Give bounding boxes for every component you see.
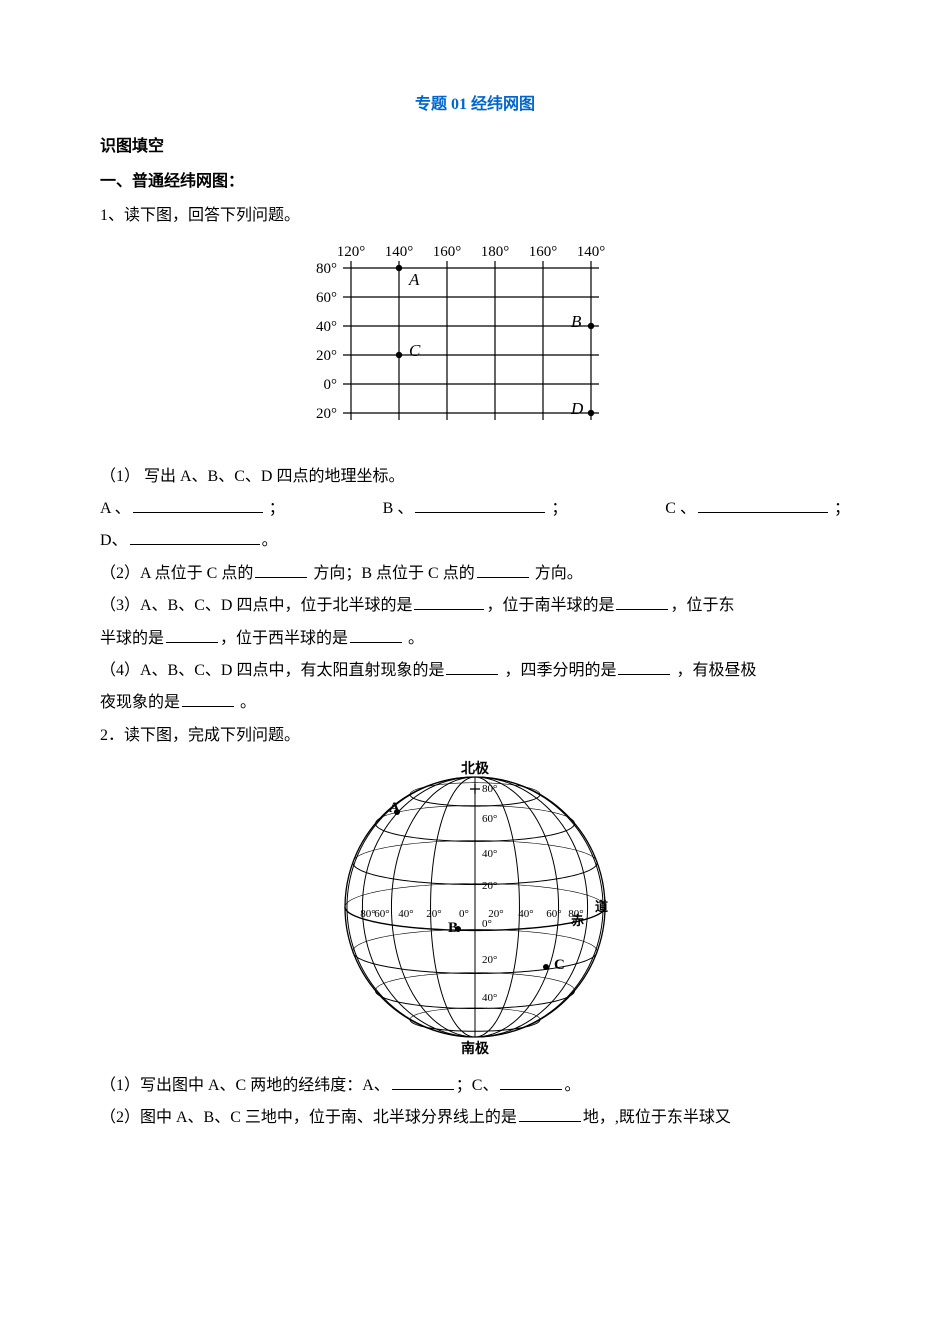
q1-4-a: （4）A、B、C、D 四点中，有太阳直射现象的是 bbox=[100, 662, 444, 679]
svg-text:140°: 140° bbox=[577, 244, 606, 260]
q1-2-b: 方向；B 点位于 C 点的 bbox=[309, 565, 474, 582]
period-1: 。 bbox=[262, 532, 278, 549]
label-A: A 、 bbox=[100, 500, 131, 517]
q1-2-c: 方向。 bbox=[531, 565, 583, 582]
q2-2-b: 地，,既位于东半球又 bbox=[583, 1109, 731, 1126]
blank-A[interactable] bbox=[133, 494, 263, 513]
svg-text:0°: 0° bbox=[459, 908, 469, 920]
q2-1-c: 。 bbox=[564, 1077, 580, 1094]
q2-1-b: ；C、 bbox=[456, 1077, 499, 1094]
svg-text:40°: 40° bbox=[482, 848, 497, 860]
blank-q1-4-2[interactable] bbox=[618, 656, 670, 675]
q1-3-c: ，位于东 bbox=[670, 597, 734, 614]
svg-text:160°: 160° bbox=[529, 244, 558, 260]
sep-2: ； bbox=[547, 500, 567, 517]
svg-text:80°: 80° bbox=[482, 783, 497, 795]
page: 专题 01 经纬网图 识图填空 一、普通经纬网图： 1、读下图，回答下列问题。 … bbox=[0, 0, 950, 1344]
svg-text:20°: 20° bbox=[316, 348, 337, 364]
q1-3-a: （3）A、B、C、D 四点中，位于北半球的是 bbox=[100, 597, 412, 614]
q1-1: （1） 写出 A、B、C、D 四点的地理坐标。 bbox=[100, 462, 850, 492]
q1-2: （2）A 点位于 C 点的 方向；B 点位于 C 点的 方向。 bbox=[100, 559, 850, 589]
svg-text:赤: 赤 bbox=[571, 913, 584, 928]
q1-3-e: ，位于西半球的是 bbox=[220, 630, 348, 647]
svg-text:A: A bbox=[408, 270, 420, 289]
q1-4-line2: 夜现象的是 。 bbox=[100, 688, 850, 718]
blank-D[interactable] bbox=[130, 527, 260, 546]
blank-q2-1-2[interactable] bbox=[500, 1071, 562, 1090]
svg-text:A: A bbox=[389, 800, 400, 816]
q1-intro: 1、读下图，回答下列问题。 bbox=[100, 201, 850, 231]
label-B: B 、 bbox=[383, 500, 414, 517]
blank-q1-3-3[interactable] bbox=[166, 624, 218, 643]
svg-text:140°: 140° bbox=[385, 244, 414, 260]
q1-4-b: ，四季分明的是 bbox=[500, 662, 616, 679]
blank-q1-4-1[interactable] bbox=[446, 656, 498, 675]
blank-q1-4-3[interactable] bbox=[182, 689, 234, 708]
svg-text:160°: 160° bbox=[433, 244, 462, 260]
svg-text:40°: 40° bbox=[518, 908, 533, 920]
svg-text:北极: 北极 bbox=[461, 760, 490, 777]
q2-2: （2）图中 A、B、C 三地中，位于南、北半球分界线上的是 地，,既位于东半球又 bbox=[100, 1103, 850, 1133]
svg-text:0°: 0° bbox=[482, 918, 492, 930]
q2-1: （1）写出图中 A、C 两地的经纬度：A、 ；C、 。 bbox=[100, 1071, 850, 1101]
sep-3: ； bbox=[830, 500, 850, 517]
main-title: 专题 01 经纬网图 bbox=[100, 90, 850, 120]
svg-text:120°: 120° bbox=[337, 244, 366, 260]
svg-text:60°: 60° bbox=[482, 813, 497, 825]
q1-2-a: （2）A 点位于 C 点的 bbox=[100, 565, 253, 582]
svg-text:40°: 40° bbox=[398, 908, 413, 920]
blank-q1-2-1[interactable] bbox=[255, 559, 307, 578]
svg-text:60°: 60° bbox=[374, 908, 389, 920]
q1-4-e: 。 bbox=[236, 694, 256, 711]
q1-4-line1: （4）A、B、C、D 四点中，有太阳直射现象的是 ，四季分明的是 ，有极昼极 bbox=[100, 656, 850, 686]
grid-chart-figure: 120° 140° 160° 180° 160° 140° 80° 60° 40° 20° 0° 20… bbox=[285, 238, 665, 458]
blank-q2-2-1[interactable] bbox=[519, 1104, 581, 1123]
svg-text:0°: 0° bbox=[324, 377, 338, 393]
svg-text:南极: 南极 bbox=[461, 1040, 490, 1057]
q1-3-b: ，位于南半球的是 bbox=[486, 597, 614, 614]
svg-text:20°: 20° bbox=[482, 954, 497, 966]
blank-q1-3-4[interactable] bbox=[350, 624, 402, 643]
q2-1-a: （1）写出图中 A、C 两地的经纬度：A、 bbox=[100, 1077, 390, 1094]
blank-q1-2-2[interactable] bbox=[477, 559, 529, 578]
q1-3-line1: （3）A、B、C、D 四点中，位于北半球的是 ，位于南半球的是 ，位于东 bbox=[100, 591, 850, 621]
section-heading-1: 识图填空 bbox=[100, 132, 850, 162]
q1-3-line2: 半球的是 ，位于西半球的是 。 bbox=[100, 624, 850, 654]
label-D: D、 bbox=[100, 532, 128, 549]
svg-text:B: B bbox=[571, 312, 582, 331]
svg-text:60°: 60° bbox=[546, 908, 561, 920]
svg-text:60°: 60° bbox=[316, 290, 337, 306]
q1-3-f: 。 bbox=[404, 630, 424, 647]
sep-1: ； bbox=[265, 500, 285, 517]
svg-text:D: D bbox=[570, 399, 584, 418]
svg-text:C: C bbox=[409, 341, 421, 360]
svg-text:180°: 180° bbox=[481, 244, 510, 260]
blank-q1-3-2[interactable] bbox=[616, 592, 668, 611]
svg-text:40°: 40° bbox=[482, 992, 497, 1004]
svg-text:40°: 40° bbox=[316, 319, 337, 335]
q1-1-line2: D、 。 bbox=[100, 526, 850, 556]
svg-text:C: C bbox=[554, 957, 565, 973]
label-C: C 、 bbox=[665, 500, 696, 517]
svg-text:道: 道 bbox=[595, 899, 608, 914]
svg-text:20°: 20° bbox=[482, 880, 497, 892]
blank-C[interactable] bbox=[698, 494, 828, 513]
blank-q2-1-1[interactable] bbox=[392, 1071, 454, 1090]
section-heading-2: 一、普通经纬网图： bbox=[100, 167, 850, 197]
globe-chart-figure: 北极南极80°60°40°20°0°20°40°60°80°80°60°40°2… bbox=[330, 757, 620, 1067]
blank-B[interactable] bbox=[415, 494, 545, 513]
svg-text:20°: 20° bbox=[316, 406, 337, 422]
q1-1-line1: A 、 ； B 、 ； C 、 ； bbox=[100, 494, 850, 524]
q1-4-d: 夜现象的是 bbox=[100, 694, 180, 711]
q2-intro: 2．读下图，完成下列问题。 bbox=[100, 721, 850, 751]
q2-2-a: （2）图中 A、B、C 三地中，位于南、北半球分界线上的是 bbox=[100, 1109, 517, 1126]
svg-text:80°: 80° bbox=[316, 261, 337, 277]
q1-3-d: 半球的是 bbox=[100, 630, 164, 647]
svg-text:20°: 20° bbox=[426, 908, 441, 920]
svg-text:B: B bbox=[448, 920, 458, 936]
blank-q1-3-1[interactable] bbox=[414, 592, 484, 611]
q1-4-c: ，有极昼极 bbox=[672, 662, 756, 679]
